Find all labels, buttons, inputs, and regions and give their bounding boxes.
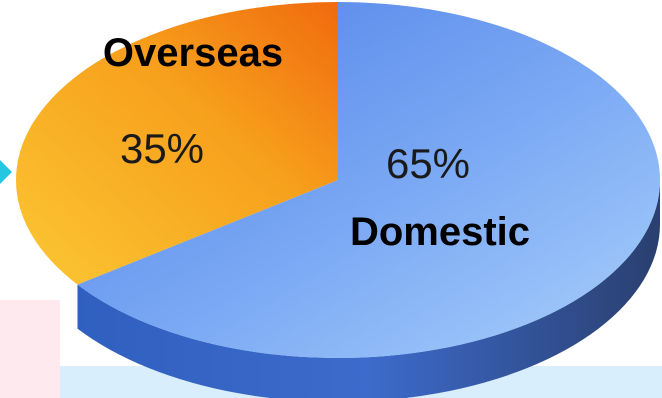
backdrop-arrow bbox=[0, 160, 12, 184]
pie-side-domestic bbox=[77, 180, 660, 398]
pie-labels: Overseas 35% Domestic 65% bbox=[103, 31, 530, 254]
label-domestic: Domestic bbox=[350, 210, 530, 254]
label-overseas: Overseas bbox=[103, 31, 283, 75]
value-label-overseas: 35% bbox=[120, 125, 204, 172]
pie-slices bbox=[16, 2, 661, 358]
pie-slice-overseas bbox=[16, 2, 338, 285]
pie-slice-domestic bbox=[77, 2, 661, 358]
backdrop-panel bbox=[0, 300, 60, 398]
value-label-domestic: 65% bbox=[386, 140, 470, 187]
pie-sides bbox=[77, 180, 660, 398]
